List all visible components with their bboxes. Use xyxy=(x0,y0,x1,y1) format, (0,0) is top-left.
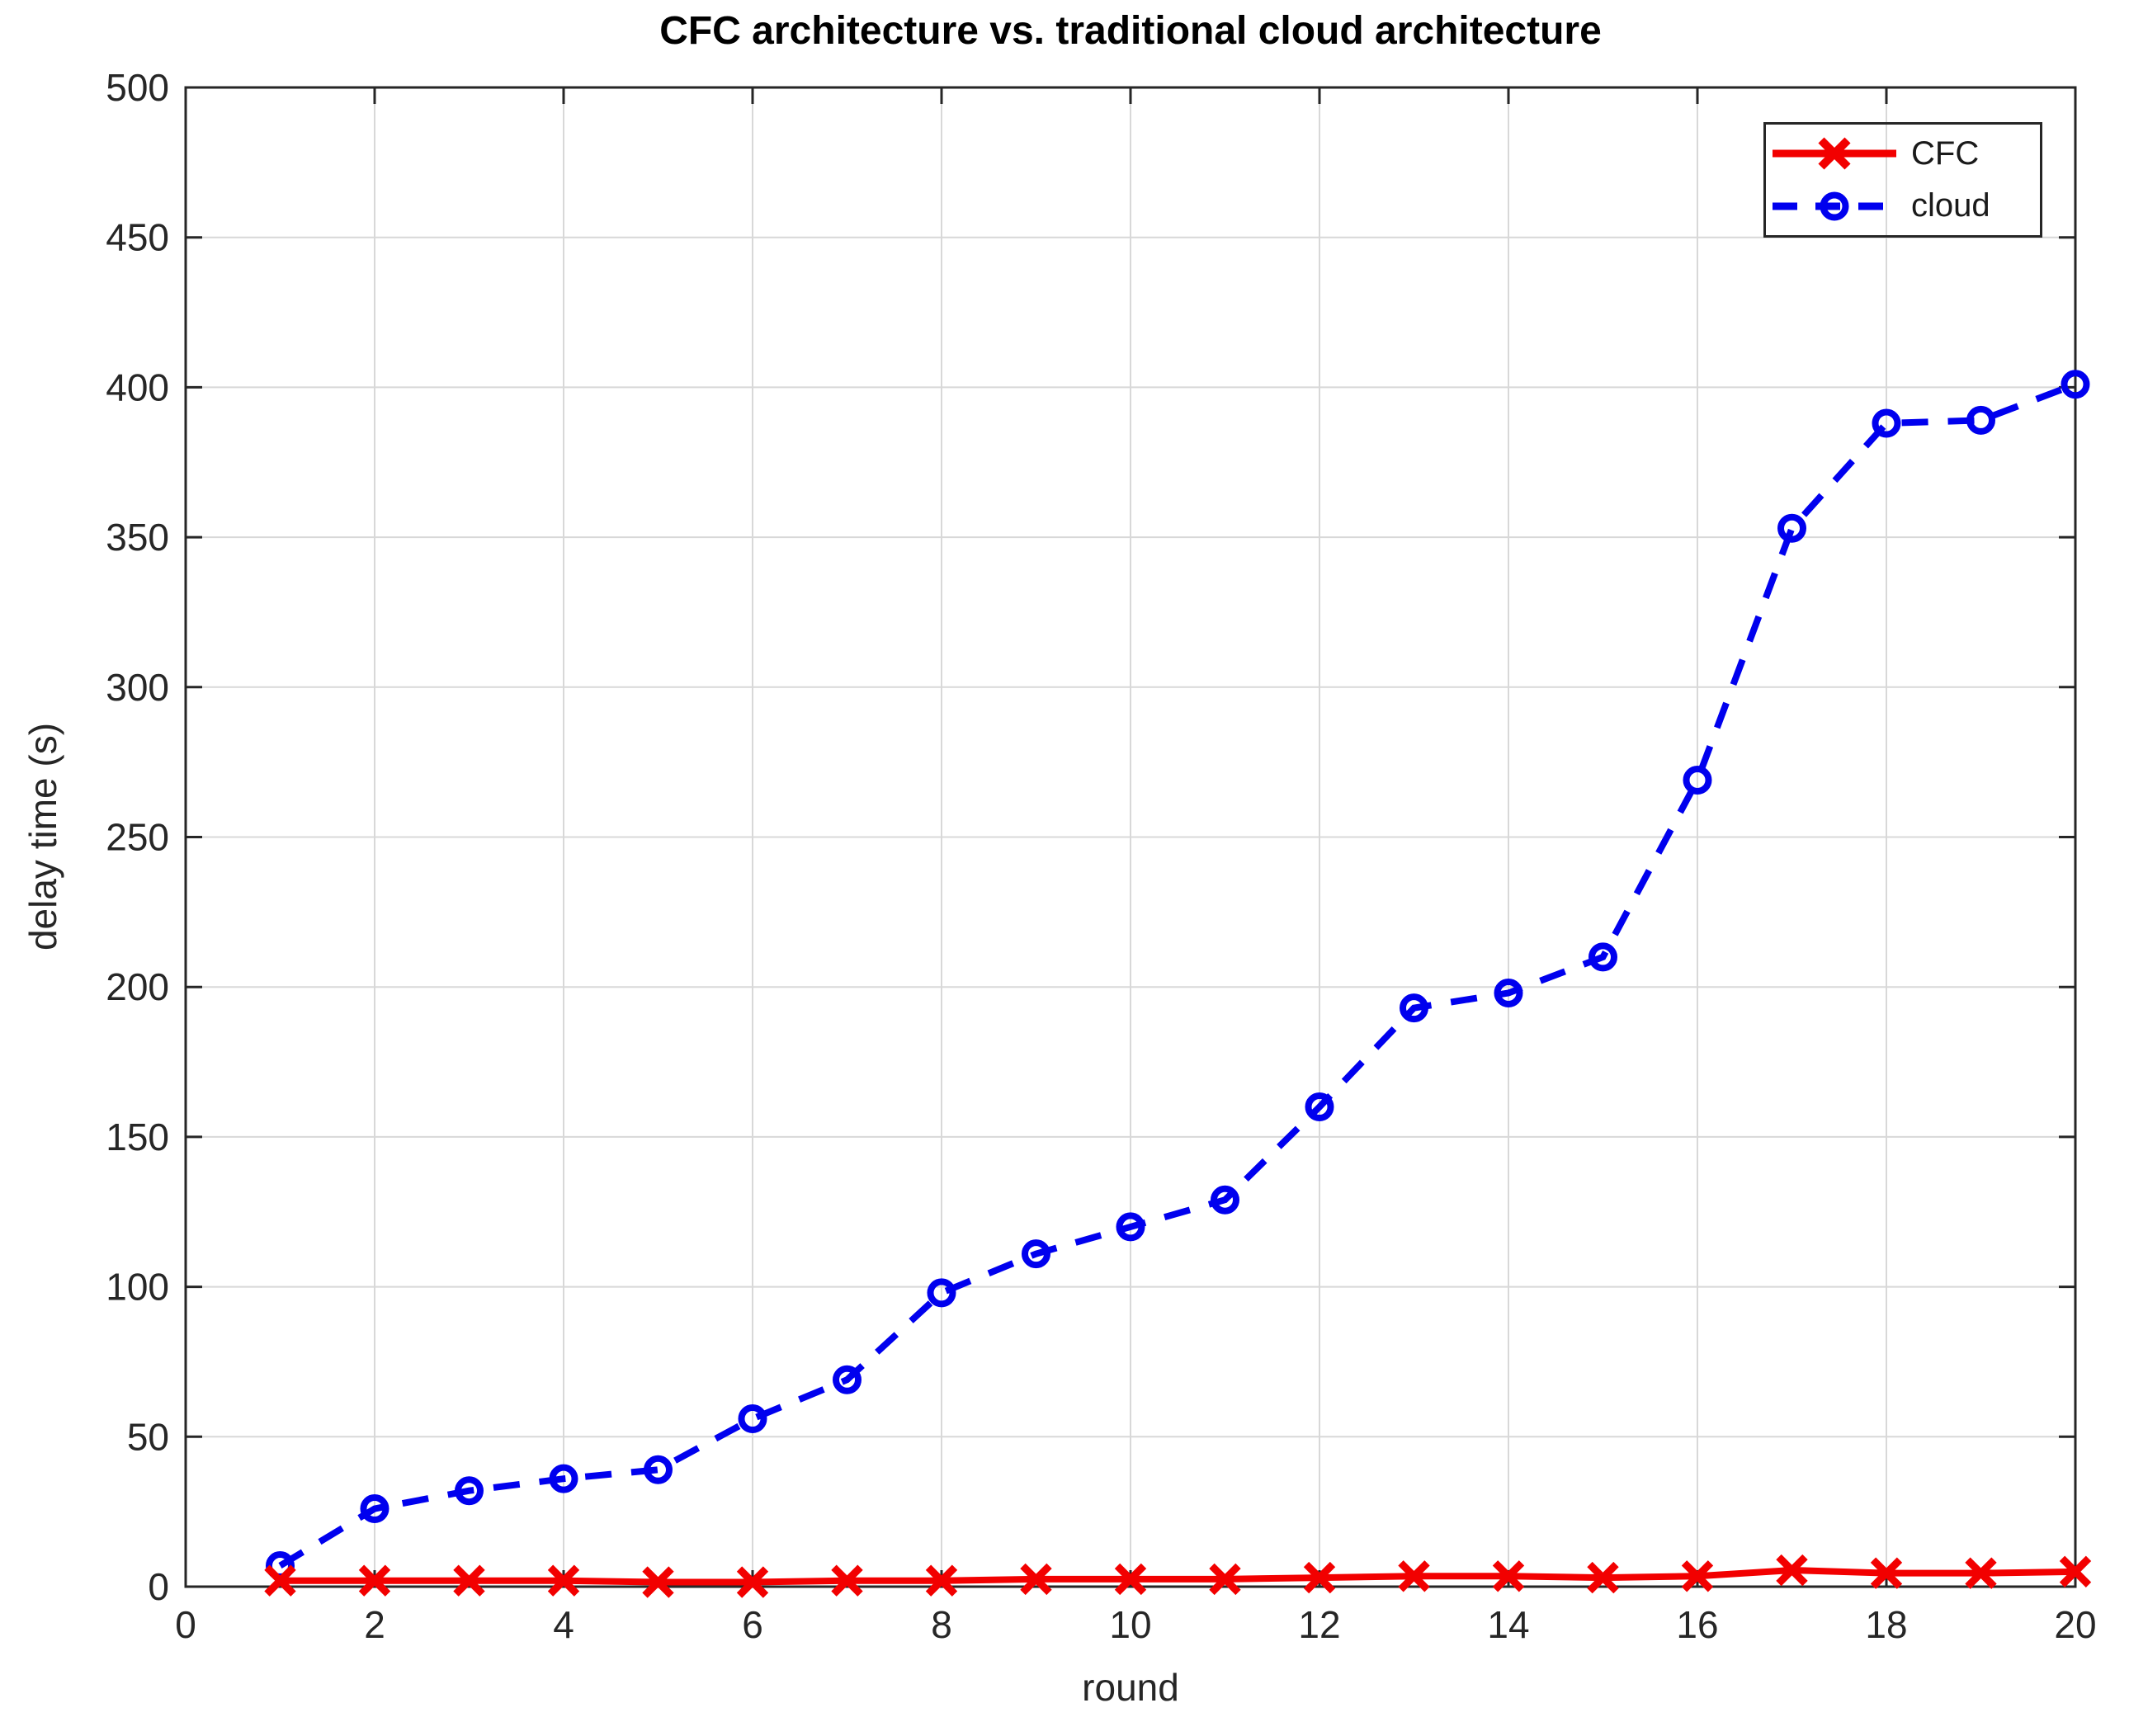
marker-cfc-r6 xyxy=(736,1566,769,1598)
marker-cloud-r6 xyxy=(738,1403,767,1433)
marker-cfc-r8 xyxy=(925,1564,958,1597)
y-tick-label-350: 350 xyxy=(106,516,169,559)
legend-item-cfc: CFC xyxy=(1766,130,2040,177)
marker-cfc-r15 xyxy=(1587,1561,1619,1594)
marker-cloud-r17 xyxy=(1777,513,1806,543)
cfc-line-sample-icon xyxy=(1773,137,1896,170)
marker-cfc-r17 xyxy=(1776,1554,1808,1587)
marker-cfc-r10 xyxy=(1114,1563,1147,1596)
y-tick-label-50: 50 xyxy=(127,1415,169,1458)
marker-cloud-r7 xyxy=(833,1365,862,1394)
marker-cfc-r13 xyxy=(1398,1560,1430,1592)
y-tick-label-200: 200 xyxy=(106,965,169,1008)
marker-cfc-r4 xyxy=(547,1564,580,1597)
x-tick-label-4: 4 xyxy=(553,1603,574,1646)
marker-cloud-r16 xyxy=(1683,765,1712,795)
x-tick-label-10: 10 xyxy=(1109,1603,1151,1646)
marker-cloud-r20 xyxy=(2061,370,2090,399)
marker-cfc-r5 xyxy=(642,1566,674,1598)
marker-cloud-r9 xyxy=(1022,1239,1050,1269)
x-tick-label-8: 8 xyxy=(931,1603,952,1646)
x-tick-label-6: 6 xyxy=(742,1603,763,1646)
marker-cfc-r2 xyxy=(358,1564,391,1597)
marker-cloud-r11 xyxy=(1211,1185,1239,1215)
marker-cloud-r8 xyxy=(927,1278,956,1308)
marker-cfc-r14 xyxy=(1492,1560,1525,1592)
x-axis-label: round xyxy=(1082,1666,1179,1709)
marker-cfc-r19 xyxy=(1965,1557,1997,1589)
marker-cfc-r11 xyxy=(1209,1563,1241,1596)
line-cfc xyxy=(280,1567,2076,1586)
x-marker-icon xyxy=(1818,137,1851,170)
marker-cloud-r13 xyxy=(1400,993,1428,1023)
marker-cloud-r10 xyxy=(1116,1212,1145,1242)
x-tick-label-16: 16 xyxy=(1676,1603,1718,1646)
marker-cloud-r5 xyxy=(644,1455,673,1484)
cloud-line-sample-icon xyxy=(1773,191,1896,221)
chart-title: CFC architecture vs. traditional cloud a… xyxy=(659,9,1602,53)
marker-cloud-r3 xyxy=(455,1476,484,1506)
x-tick-label-0: 0 xyxy=(175,1603,196,1646)
marker-cfc-r12 xyxy=(1303,1561,1336,1594)
x-tick-label-2: 2 xyxy=(364,1603,385,1646)
y-tick-label-450: 450 xyxy=(106,216,169,259)
y-tick-label-300: 300 xyxy=(106,666,169,709)
marker-cloud-r12 xyxy=(1305,1092,1334,1122)
x-tick-label-20: 20 xyxy=(2054,1603,2096,1646)
legend-item-cloud: cloud xyxy=(1766,183,2040,229)
legend: CFC cloud xyxy=(1763,122,2042,238)
line-cloud xyxy=(278,381,2077,1569)
marker-cfc-r18 xyxy=(1870,1557,1903,1589)
y-tick-label-400: 400 xyxy=(106,366,169,408)
x-tick-label-12: 12 xyxy=(1298,1603,1340,1646)
circle-marker-icon xyxy=(1820,191,1849,221)
x-tick-label-14: 14 xyxy=(1487,1603,1529,1646)
legend-label-cloud: cloud xyxy=(1911,187,1990,224)
marker-cfc-r16 xyxy=(1681,1560,1714,1592)
y-tick-label-0: 0 xyxy=(148,1565,169,1608)
marker-cloud-r2 xyxy=(360,1494,389,1524)
legend-label-cfc: CFC xyxy=(1911,134,1980,172)
marker-cfc-r7 xyxy=(831,1564,863,1597)
marker-cloud-r4 xyxy=(549,1464,578,1493)
marker-cloud-r15 xyxy=(1588,942,1617,972)
marker-cfc-r1 xyxy=(264,1564,296,1597)
x-tick-label-18: 18 xyxy=(1865,1603,1907,1646)
marker-cloud-r19 xyxy=(1966,405,1995,435)
y-tick-label-150: 150 xyxy=(106,1116,169,1158)
marker-cfc-r9 xyxy=(1020,1563,1052,1596)
y-axis-label: delay time (s) xyxy=(21,722,64,951)
y-tick-label-100: 100 xyxy=(106,1266,169,1309)
marker-cfc-r3 xyxy=(453,1564,485,1597)
marker-cfc-r20 xyxy=(2059,1555,2092,1588)
marker-cloud-r18 xyxy=(1872,408,1901,438)
marker-cloud-r14 xyxy=(1494,978,1523,1007)
y-tick-label-250: 250 xyxy=(106,816,169,859)
y-tick-label-500: 500 xyxy=(106,66,169,109)
